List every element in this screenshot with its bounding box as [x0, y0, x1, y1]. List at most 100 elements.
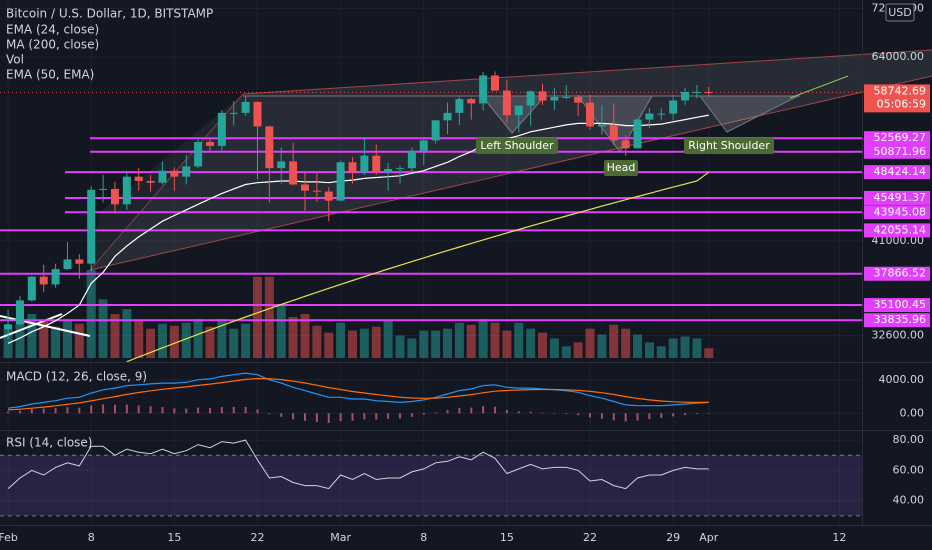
volume-bar [3, 328, 13, 358]
volume-bar [86, 270, 96, 358]
projection-line [789, 75, 849, 99]
candle-body [146, 180, 155, 183]
volume-bar [692, 338, 702, 358]
indicator-line [126, 171, 710, 363]
x-tick-label: 29 [666, 531, 680, 544]
histogram-bar [303, 413, 306, 421]
wedge-fill [90, 50, 932, 270]
candle-body [384, 168, 393, 173]
volume-bar [443, 328, 453, 358]
candle-body [63, 259, 72, 270]
y-tick-label: 32600.00 [872, 329, 925, 342]
volume-bar [704, 348, 714, 358]
histogram-bar [624, 413, 627, 422]
candle-body [443, 112, 452, 121]
volume-bar [371, 326, 381, 358]
histogram-bar [113, 404, 116, 414]
volume-bar [621, 328, 631, 358]
volume-bar [347, 330, 357, 358]
candle-body [467, 99, 476, 104]
histogram-bar [363, 413, 366, 420]
candle-body [324, 191, 333, 201]
volume-bar [431, 330, 441, 358]
x-tick-label: Feb [0, 531, 18, 544]
candle-body [312, 190, 321, 192]
histogram-bar [268, 413, 271, 415]
volume-bar [157, 323, 167, 358]
level-label: 35100.45 [874, 298, 927, 311]
pane-title: MACD (12, 26, close, 9) [6, 370, 147, 384]
histogram-bar [446, 409, 449, 414]
candle-body [455, 99, 464, 113]
legend-entry: Vol [6, 53, 24, 67]
chart-title: Bitcoin / U.S. Dollar, 1D, BITSTAMP [6, 7, 213, 21]
y-tick-label: 0.00 [900, 406, 925, 419]
x-tick-label: 12 [832, 531, 846, 544]
volume-bar [395, 335, 405, 358]
histogram-bar [482, 406, 485, 414]
volume-bar [478, 318, 488, 358]
histogram-bar [458, 407, 461, 414]
level-label-bg [864, 298, 930, 313]
volume-bar [526, 328, 536, 358]
candle-body [99, 188, 108, 190]
rsi-band [0, 455, 862, 516]
histogram-bar [672, 413, 675, 417]
volume-bar [51, 326, 61, 358]
histogram-bar [327, 413, 330, 423]
level-label: 52569.27 [874, 131, 927, 144]
candle-body [704, 91, 713, 93]
legend-entry: EMA (24, close) [6, 23, 99, 37]
volume-bar [502, 330, 512, 358]
histogram-bar [494, 406, 497, 414]
volume-bar [573, 342, 583, 358]
candle-body [217, 112, 226, 146]
histogram-bar [197, 407, 200, 414]
level-label: 33835.96 [874, 313, 927, 326]
histogram-bar [707, 413, 710, 414]
volume-bar [205, 326, 215, 358]
candle-body [194, 141, 203, 167]
currency: USD [888, 6, 912, 19]
x-tick-label: 22 [250, 531, 264, 544]
volume-bar [549, 338, 559, 358]
countdown: 05:06:59 [877, 97, 926, 110]
volume-bar [514, 322, 524, 358]
volume-bar [312, 325, 322, 358]
last-price-label: 58742.69 [874, 84, 927, 97]
histogram-bar [375, 413, 378, 420]
candle-body [669, 100, 678, 114]
volume-bar [454, 322, 464, 358]
volume-bar [264, 276, 274, 358]
candle-body [372, 155, 381, 173]
histogram-bar [185, 408, 188, 414]
histogram-bar [695, 413, 698, 415]
annotation-bg [684, 138, 774, 154]
candle-body [586, 102, 595, 127]
volume-bar [62, 318, 72, 358]
volume-bar [300, 314, 310, 358]
volume-bar [324, 332, 334, 358]
histogram-bar [434, 412, 437, 414]
histogram-bar [387, 413, 390, 419]
candle-body [657, 113, 666, 115]
candle-body [407, 150, 416, 169]
histogram-bar [78, 407, 81, 414]
volume-bar [633, 334, 643, 358]
level-label: 43945.08 [874, 205, 927, 218]
histogram-bar [399, 413, 402, 419]
level-label-bg [864, 190, 930, 205]
volume-bar [466, 324, 476, 358]
candle-body [681, 91, 690, 101]
candle-body [134, 176, 143, 181]
candle-body [205, 141, 214, 146]
rsi-line [7, 439, 709, 490]
wedge-upper [242, 49, 932, 95]
histogram-bar [292, 413, 295, 420]
x-tick-label: Apr [699, 531, 719, 544]
y-tick-label: 40.00 [893, 494, 925, 507]
legend-entry: MA (200, close) [6, 38, 99, 52]
last-price-bg [864, 84, 930, 113]
histogram-bar [684, 413, 687, 416]
